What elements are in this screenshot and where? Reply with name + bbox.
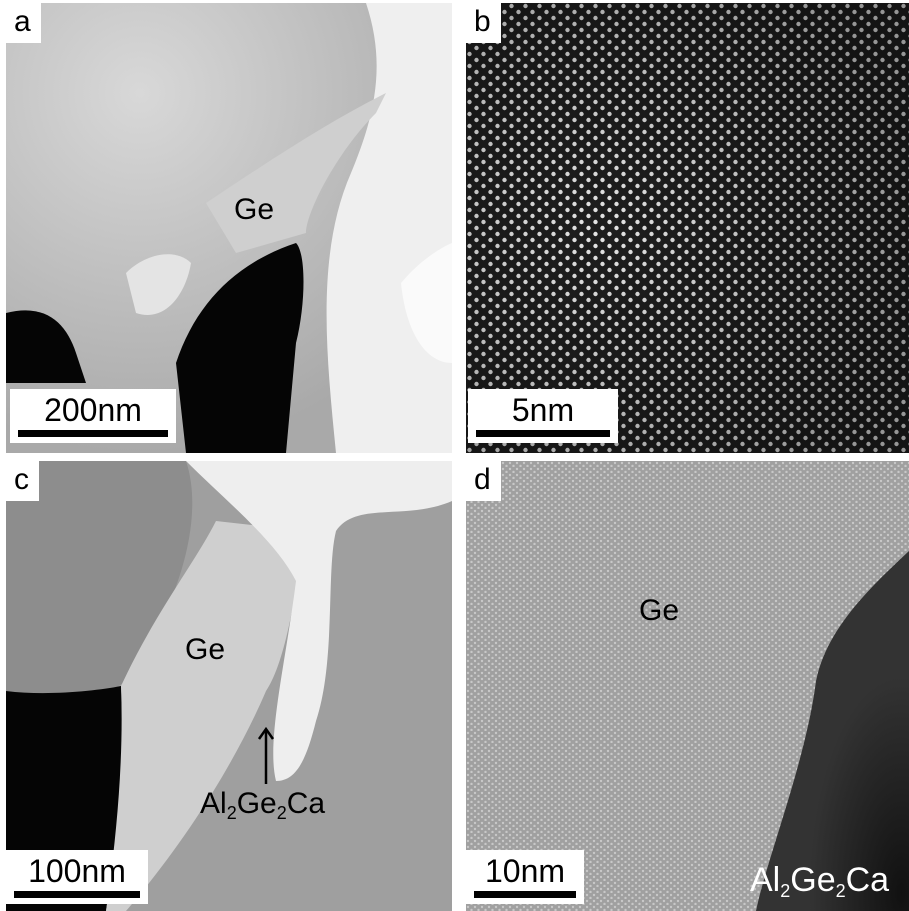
- panel-c: c Ge Al2Ge2Ca 100nm: [6, 461, 452, 911]
- panel-b-scale-text: 5nm: [511, 392, 575, 428]
- panel-d-scale-text: 10nm: [484, 853, 566, 889]
- panel-c-arrow-icon: [257, 726, 275, 784]
- panel-b-scale-bar: 5nm: [468, 389, 618, 443]
- panel-c-micrograph: [6, 461, 452, 911]
- panel-b-lattice-image: [466, 3, 909, 453]
- panel-a-scale-line: [18, 430, 168, 437]
- panel-c-label: c: [6, 461, 39, 501]
- panel-a-micrograph: [6, 3, 452, 453]
- panel-b-scale-line: [476, 430, 610, 437]
- panel-a: a Ge 200nm: [6, 3, 452, 453]
- panel-d-scale-bar: 10nm: [466, 850, 584, 904]
- panel-a-ge-label: Ge: [234, 193, 275, 226]
- panel-b: b 5nm: [466, 3, 909, 453]
- panel-c-scale-line: [14, 891, 140, 898]
- panel-d-lattice-image: [466, 461, 909, 911]
- panel-c-scale-text: 100nm: [28, 853, 126, 889]
- panel-c-scale-bar: 100nm: [6, 850, 148, 904]
- panel-d: d Ge Al2Ge2Ca 10nm: [466, 461, 909, 911]
- panel-b-label: b: [466, 3, 501, 43]
- panel-c-al2ge2ca-label: Al2Ge2Ca: [200, 787, 326, 823]
- panel-a-scale-bar: 200nm: [10, 389, 176, 443]
- panel-c-ge-label: Ge: [185, 633, 226, 666]
- panel-a-label: a: [6, 3, 41, 43]
- panel-d-al2ge2ca-label: Al2Ge2Ca: [750, 861, 890, 901]
- panel-a-scale-text: 200nm: [44, 392, 142, 428]
- panel-d-scale-line: [474, 891, 576, 898]
- panel-d-label: d: [466, 461, 501, 501]
- panel-d-ge-label: Ge: [639, 594, 680, 627]
